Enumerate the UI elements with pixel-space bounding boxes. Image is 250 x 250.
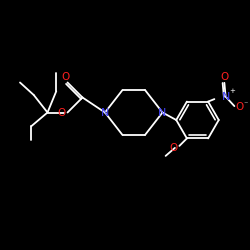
Text: O: O <box>220 72 228 82</box>
Text: +: + <box>229 88 235 94</box>
Text: N: N <box>222 92 230 102</box>
Text: O: O <box>236 102 244 112</box>
Text: N: N <box>158 108 167 118</box>
Text: N: N <box>101 108 109 118</box>
Text: O: O <box>61 72 69 83</box>
Text: O: O <box>58 108 66 118</box>
Text: ⁻: ⁻ <box>244 100 248 108</box>
Text: O: O <box>170 144 178 154</box>
